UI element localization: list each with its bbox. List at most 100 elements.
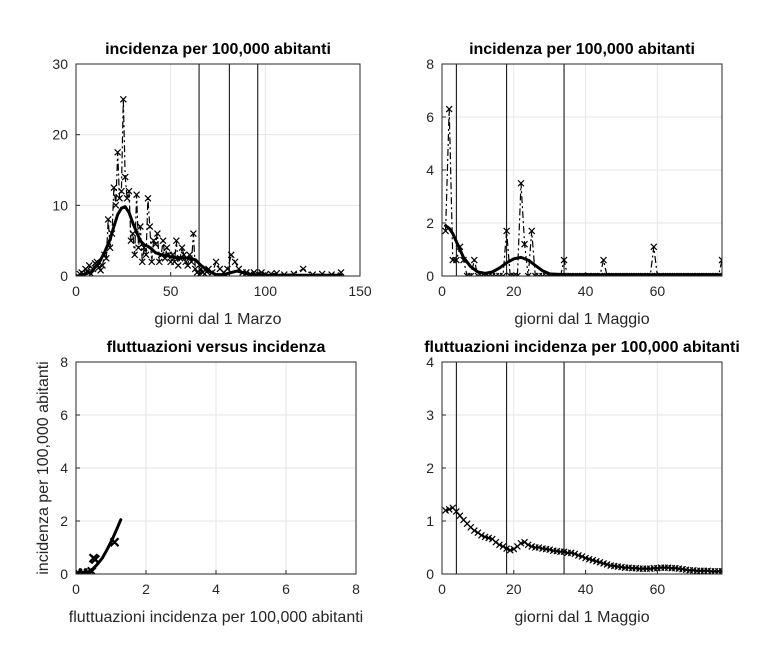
- chart-3: 0 2 4 6 8 0 2 4 6 8 fluttuazioni versus incidenza f…: [35, 339, 363, 626]
- data-point-marker: [114, 148, 122, 156]
- y-tick-label: 4: [60, 460, 68, 476]
- x-tick-label: 8: [352, 581, 360, 597]
- data-point-marker: [174, 261, 182, 269]
- x-tick-label: 6: [282, 581, 290, 597]
- data-point-marker: [445, 105, 453, 113]
- plot-area: [76, 518, 123, 574]
- x-axis-label: giorni dal 1 Maggio: [514, 609, 649, 626]
- x-axis-label: fluttuazioni incidenza per 100,000 abita…: [69, 609, 363, 626]
- data-point-marker: [227, 251, 235, 259]
- data-point-marker: [142, 251, 150, 259]
- data-point-marker: [452, 256, 460, 264]
- data-point-marker: [503, 545, 511, 552]
- x-tick-label: 20: [506, 283, 522, 299]
- data-point-marker: [112, 201, 120, 209]
- data-point-marker: [144, 194, 152, 202]
- x-tick-label: 60: [650, 283, 666, 299]
- y-tick-label: 0: [60, 566, 68, 582]
- data-point-marker: [189, 230, 197, 238]
- data-point-marker: [496, 541, 503, 549]
- chart-1: 0 50 100 150 0 10 20 30 incidenza per 100,000 ab…: [52, 41, 371, 328]
- data-point-marker: [521, 538, 528, 546]
- x-tick-label: 0: [438, 283, 446, 299]
- chart-title: incidenza per 100,000 abitanti: [469, 41, 695, 58]
- data-point-marker: [109, 537, 120, 547]
- data-point-marker: [110, 184, 118, 192]
- y-tick-label: 3: [426, 407, 434, 423]
- axes-box: [75, 63, 361, 277]
- y-tick-label: 0: [426, 268, 434, 284]
- data-point-marker: [503, 227, 511, 235]
- plot-area: [442, 504, 722, 574]
- x-tick-label: 4: [212, 581, 220, 597]
- series-line: [445, 109, 722, 276]
- data-point-marker: [445, 505, 453, 513]
- data-point-marker: [159, 237, 167, 245]
- data-point-marker: [600, 256, 607, 264]
- x-tick-label: 2: [142, 581, 150, 597]
- data-point-marker: [131, 251, 139, 259]
- data-point-marker: [116, 194, 123, 202]
- data-point-marker: [152, 240, 159, 248]
- series-line: [77, 99, 342, 276]
- data-point-marker: [521, 240, 528, 248]
- data-point-marker: [150, 237, 158, 245]
- x-tick-label: 0: [438, 581, 446, 597]
- x-axis-label: giorni dal 1 Maggio: [514, 311, 649, 328]
- data-point-marker: [172, 237, 180, 245]
- data-point-marker: [146, 223, 154, 230]
- plot-area: [442, 105, 722, 276]
- data-point-marker: [212, 258, 220, 266]
- y-axis-label: incidenza per 100,000 abitanti: [35, 361, 52, 575]
- data-point-marker: [578, 553, 586, 560]
- y-tick-label: 8: [60, 354, 68, 370]
- data-point-marker: [118, 187, 125, 195]
- chart-2: 0 20 40 60 0 2 4 6 8 incidenza per 100,000 abitan…: [426, 41, 723, 328]
- data-point-marker: [650, 243, 658, 251]
- chart-title: incidenza per 100,000 abitanti: [105, 41, 331, 58]
- y-tick-label: 20: [52, 127, 68, 143]
- data-point-marker: [474, 529, 482, 537]
- data-point-marker: [470, 256, 478, 264]
- data-point-marker: [524, 541, 532, 549]
- y-tick-label: 8: [426, 56, 434, 72]
- axes-box: [75, 361, 357, 575]
- y-tick-label: 2: [426, 215, 434, 231]
- data-point-marker: [191, 265, 199, 273]
- data-point-marker: [155, 258, 163, 266]
- smoothed-line: [444, 224, 722, 276]
- x-tick-label: 50: [163, 283, 179, 299]
- data-point-marker: [127, 237, 135, 245]
- data-point-marker: [510, 545, 518, 553]
- data-point-marker: [231, 258, 239, 266]
- data-point-marker: [121, 173, 129, 181]
- data-point-marker: [102, 254, 110, 262]
- axes-box: [441, 63, 723, 277]
- x-tick-label: 40: [578, 283, 594, 299]
- data-point-marker: [136, 223, 144, 230]
- data-point-marker: [499, 272, 507, 276]
- x-axis-label: giorni dal 1 Marzo: [154, 311, 281, 328]
- data-point-marker: [138, 258, 146, 266]
- data-point-marker: [499, 543, 507, 550]
- data-point-marker: [299, 265, 307, 273]
- y-tick-label: 4: [426, 354, 434, 370]
- data-point-marker: [182, 258, 190, 266]
- x-tick-label: 20: [506, 581, 522, 597]
- data-point-marker: [97, 266, 105, 274]
- data-point-marker: [470, 527, 478, 534]
- data-point-marker: [478, 531, 485, 539]
- data-point-marker: [86, 566, 97, 574]
- x-tick-label: 100: [254, 283, 278, 299]
- axes-box: [441, 361, 723, 575]
- y-tick-label: 2: [60, 513, 68, 529]
- y-tick-label: 1: [426, 513, 434, 529]
- data-point-marker: [119, 95, 127, 103]
- y-tick-label: 30: [52, 56, 68, 72]
- y-tick-label: 6: [426, 109, 434, 125]
- chart-title: fluttuazioni incidenza per 100,000 abita…: [424, 339, 740, 356]
- data-point-marker: [133, 191, 141, 199]
- data-point-marker: [560, 256, 568, 264]
